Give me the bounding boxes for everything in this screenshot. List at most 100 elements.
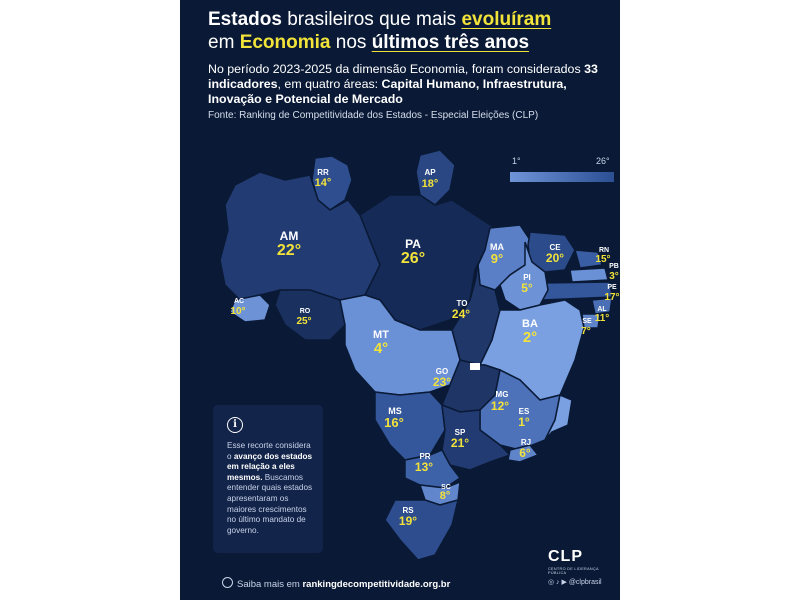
info-text: Esse recorte considera o avanço dos esta… bbox=[227, 441, 317, 536]
title-highlight: evoluíram bbox=[461, 9, 552, 30]
state-abbr: PI bbox=[523, 273, 531, 282]
label-PA: PA 26° bbox=[401, 237, 425, 267]
state-rank: 13° bbox=[415, 460, 433, 474]
label-RN: RN 15° bbox=[595, 247, 610, 265]
label-CE: CE 20° bbox=[546, 243, 564, 265]
state-abbr: PR bbox=[419, 452, 430, 461]
state-rank: 23° bbox=[433, 375, 451, 389]
state-rank: 15° bbox=[595, 254, 610, 265]
state-rank: 7° bbox=[581, 326, 591, 337]
state-SP bbox=[441, 403, 512, 471]
label-MT: MT 4° bbox=[373, 329, 389, 357]
state-abbr: MG bbox=[496, 390, 509, 399]
title-part: brasileiros que mais bbox=[281, 9, 462, 30]
state-RS bbox=[384, 498, 460, 561]
state-abbr: RN bbox=[599, 247, 609, 254]
state-rank: 8° bbox=[440, 490, 451, 502]
state-abbr: PA bbox=[405, 237, 421, 251]
state-rank: 17° bbox=[604, 292, 619, 303]
state-rank: 21° bbox=[451, 436, 469, 450]
label-RR: RR 14° bbox=[315, 168, 332, 189]
legend-min-label: 1° bbox=[512, 156, 521, 166]
label-SP: SP 21° bbox=[451, 428, 469, 450]
label-MG: MG 12° bbox=[491, 390, 509, 413]
brand-logo: CLP CENTRO DE LIDERANÇA PÚBLICA ◎ ♪ ▶ @c… bbox=[548, 548, 618, 598]
state-abbr: TO bbox=[457, 299, 468, 308]
legend-gradient-bar bbox=[510, 172, 614, 182]
state-abbr: GO bbox=[436, 367, 448, 376]
state-abbr: MA bbox=[490, 242, 504, 252]
state-rank: 18° bbox=[422, 178, 439, 190]
title-highlight: Economia bbox=[239, 32, 331, 53]
label-AC: AC 10° bbox=[230, 298, 245, 317]
state-rank: 1° bbox=[518, 415, 530, 429]
info-icon: i bbox=[227, 417, 243, 433]
legend-max-label: 26° bbox=[596, 156, 610, 166]
info-text-part: Esse recorte considera o bbox=[227, 441, 311, 461]
label-PB: PB 3° bbox=[609, 263, 619, 282]
state-rank: 24° bbox=[452, 307, 470, 321]
state-rank: 22° bbox=[277, 242, 301, 259]
source-note: Fonte: Ranking de Competitividade dos Es… bbox=[208, 110, 539, 121]
infographic-card: Estados brasileiros que mais evoluíram e… bbox=[180, 0, 620, 600]
state-abbr: MS bbox=[388, 406, 402, 416]
state-rank: 2° bbox=[523, 329, 537, 346]
state-abbr: AL bbox=[597, 306, 607, 313]
subtitle-text: , em quatro áreas: bbox=[277, 77, 382, 91]
label-RO: RO 25° bbox=[296, 308, 311, 327]
state-CE bbox=[527, 231, 576, 273]
label-RJ: RJ 6° bbox=[519, 438, 531, 460]
state-MS bbox=[374, 391, 446, 461]
state-RJ bbox=[507, 444, 540, 463]
state-rank: 10° bbox=[230, 306, 245, 317]
state-abbr: MT bbox=[373, 329, 389, 341]
label-AM: AM 22° bbox=[277, 229, 301, 259]
state-AP bbox=[415, 149, 456, 206]
social-handle-text: @clpbrasil bbox=[568, 579, 602, 586]
label-MA: MA 9° bbox=[490, 242, 504, 266]
info-box: i Esse recorte considera o avanço dos es… bbox=[213, 405, 323, 553]
footer-link[interactable]: Saiba mais em rankingdecompetitividade.o… bbox=[222, 577, 450, 590]
label-MS: MS 16° bbox=[384, 406, 404, 430]
social-handle: ◎ ♪ ▶ @clpbrasil bbox=[548, 579, 602, 586]
state-DF bbox=[470, 363, 480, 370]
state-abbr: AC bbox=[234, 298, 244, 305]
state-rank: 3° bbox=[609, 271, 619, 282]
state-abbr: RO bbox=[300, 308, 311, 315]
title-part: Estados bbox=[208, 9, 282, 30]
info-text-bold: avanço dos estados em relação a eles mes… bbox=[227, 451, 313, 482]
label-TO: TO 24° bbox=[452, 299, 470, 321]
subtitle-bold: Capital Humano, Infraestrutura, Inovação… bbox=[208, 77, 567, 106]
info-text-part: Buscamos entender quais estados apresent… bbox=[227, 472, 313, 535]
label-AP: AP 18° bbox=[422, 168, 439, 190]
label-PE: PE 17° bbox=[604, 284, 619, 303]
website-link[interactable]: rankingdecompetitividade.org.br bbox=[302, 579, 451, 590]
state-rank: 4° bbox=[374, 340, 388, 357]
label-SC: SC 8° bbox=[440, 484, 451, 502]
label-SE: SE 7° bbox=[581, 318, 592, 337]
subtitle-text: No período 2023-2025 da dimensão Economi… bbox=[208, 62, 585, 76]
state-rank: 11° bbox=[595, 313, 610, 324]
state-rank: 19° bbox=[399, 514, 417, 528]
state-abbr: AP bbox=[424, 168, 436, 177]
brazil-map: RR 14° AP 18° AM 22° PA 26° MA 9° CE 20°… bbox=[219, 149, 620, 561]
state-PR bbox=[404, 449, 462, 489]
state-abbr: SC bbox=[441, 484, 451, 491]
state-rank: 20° bbox=[546, 251, 564, 265]
state-RN bbox=[573, 249, 603, 269]
clp-tagline: CENTRO DE LIDERANÇA PÚBLICA bbox=[548, 567, 599, 575]
clp-logo: CLP bbox=[548, 548, 583, 565]
state-rank: 6° bbox=[519, 446, 531, 460]
state-rank: 14° bbox=[315, 177, 332, 189]
state-AM bbox=[219, 171, 381, 301]
state-RO bbox=[274, 289, 346, 341]
state-abbr: BA bbox=[522, 318, 538, 330]
state-AL bbox=[591, 297, 613, 315]
state-abbr: RS bbox=[402, 506, 414, 515]
label-GO: GO 23° bbox=[433, 367, 451, 389]
state-rank: 9° bbox=[491, 251, 503, 266]
state-abbr: CE bbox=[549, 243, 561, 252]
state-abbr: SE bbox=[582, 318, 592, 325]
title-part: em bbox=[208, 32, 240, 53]
state-rank: 12° bbox=[491, 399, 509, 413]
